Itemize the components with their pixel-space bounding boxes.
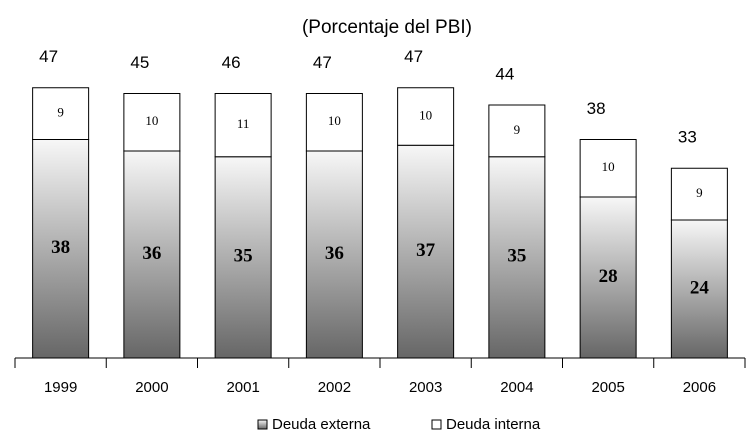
x-tick-label: 2001	[226, 379, 259, 396]
bar-segment	[397, 87, 455, 146]
value-label: 28	[599, 266, 618, 287]
value-label: 10	[419, 107, 432, 122]
value-label: 38	[51, 237, 70, 258]
value-label: 36	[325, 243, 344, 264]
x-tick-label: 2006	[683, 379, 716, 396]
legend-label: Deuda externa	[272, 416, 371, 433]
total-label: 45	[130, 53, 149, 72]
chart-title: (Porcentaje del PBI)	[302, 17, 472, 38]
value-label: 9	[514, 122, 521, 137]
legend-swatch	[431, 419, 442, 430]
bar-segment	[488, 156, 546, 359]
value-label: 36	[142, 243, 161, 264]
value-label: 35	[507, 246, 526, 267]
x-tick-label: 2004	[500, 379, 533, 396]
value-label: 35	[234, 246, 253, 267]
total-label: 47	[39, 47, 58, 66]
x-tick-label: 2003	[409, 379, 442, 396]
bar-segment	[32, 87, 90, 140]
x-tick-label: 1999	[44, 379, 77, 396]
bar-segment	[305, 93, 363, 152]
bar-segment	[214, 93, 272, 158]
bar-segment	[579, 139, 637, 198]
legend-label: Deuda interna	[446, 416, 541, 433]
value-label: 9	[57, 105, 64, 120]
value-label: 10	[602, 159, 615, 174]
x-tick-label: 2002	[318, 379, 351, 396]
bar-segment	[670, 167, 728, 221]
value-label: 10	[328, 113, 341, 128]
value-label: 24	[690, 277, 710, 298]
value-label: 37	[416, 240, 436, 261]
bar-segment	[397, 144, 455, 359]
value-label: 9	[696, 185, 703, 200]
total-label: 47	[313, 53, 332, 72]
total-label: 47	[404, 47, 423, 66]
total-label: 33	[678, 128, 697, 147]
bar-segment	[123, 93, 181, 152]
total-label: 46	[222, 53, 241, 72]
total-label: 44	[495, 64, 514, 83]
bar-segment	[305, 150, 363, 359]
value-label: 11	[237, 116, 250, 131]
legend-swatch	[257, 419, 268, 430]
total-label: 38	[587, 99, 606, 118]
bar-segment	[123, 150, 181, 359]
value-label: 10	[145, 113, 158, 128]
bar-segment	[579, 196, 637, 359]
bar-segment	[214, 156, 272, 359]
x-tick-label: 2000	[135, 379, 168, 396]
x-tick-label: 2005	[591, 379, 624, 396]
bar-segment	[488, 104, 546, 158]
